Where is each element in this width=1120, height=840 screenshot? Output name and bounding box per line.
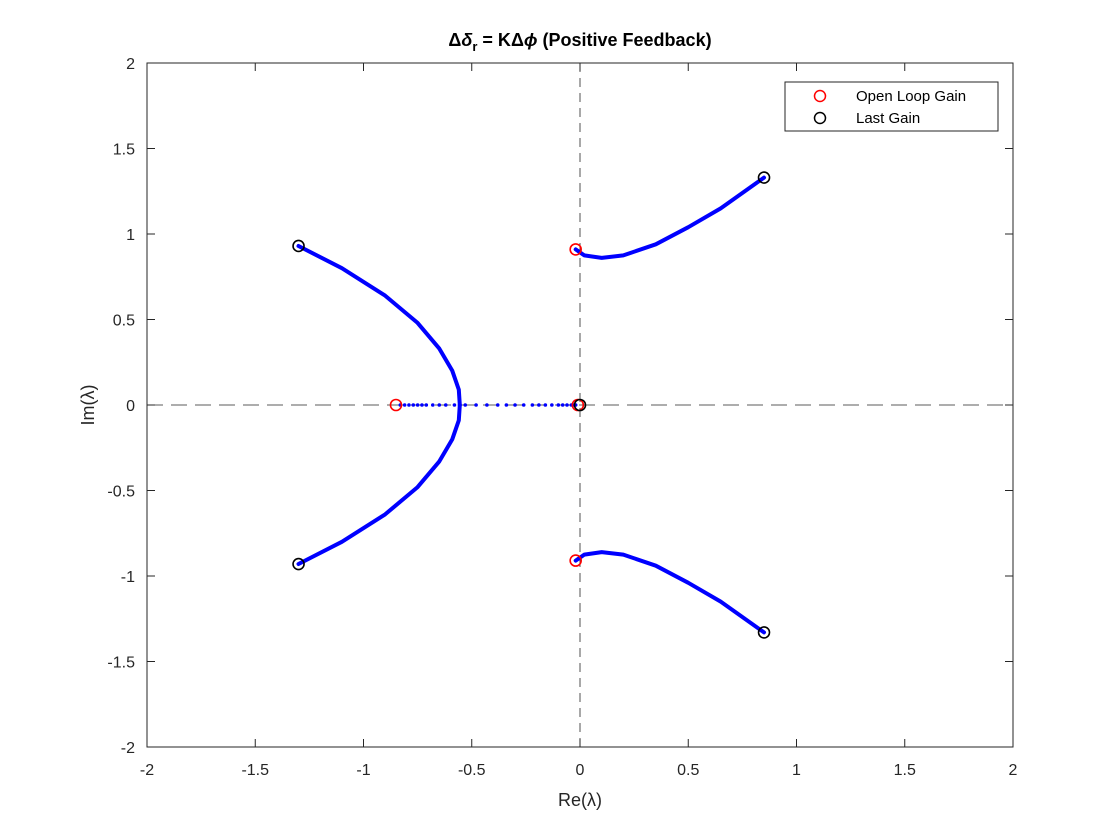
x-axis-label: Re(λ) xyxy=(558,790,602,810)
locus-point xyxy=(537,403,541,407)
locus-point xyxy=(556,403,561,407)
locus-point xyxy=(402,403,407,407)
last-gain-marker xyxy=(573,398,587,412)
locus-branch-2 xyxy=(573,175,766,260)
x-tick-label: 0 xyxy=(576,762,585,779)
locus-point xyxy=(437,403,442,407)
locus-branch-3 xyxy=(573,550,766,635)
locus-point xyxy=(565,403,569,407)
locus-point xyxy=(513,403,517,407)
axis-tick-labels: -2 -1.5 -1 -0.5 0 0.5 1 1.5 2 -2 -1.5 -1 -0.5 0 0.5 1 1.… xyxy=(107,56,1017,779)
legend-label-open-loop: Open Loop Gain xyxy=(856,88,966,105)
locus-point xyxy=(463,403,468,407)
last-gain-marker xyxy=(292,557,305,571)
y-tick-label: -0.5 xyxy=(107,484,135,501)
x-tick-label: -2 xyxy=(140,762,154,779)
chart-title: Δδr = KΔϕ (Positive Feedback) xyxy=(448,30,711,54)
locus-branch-1 xyxy=(296,403,462,566)
locus-point xyxy=(474,403,478,407)
x-tick-label: -1.5 xyxy=(241,762,269,779)
locus-point xyxy=(407,403,411,407)
last-gain-marker xyxy=(292,239,305,253)
locus-point xyxy=(443,403,448,407)
title-tail: (Positive Feedback) xyxy=(538,30,712,50)
y-tick-label: 1 xyxy=(126,227,135,244)
legend-label-last-gain: Last Gain xyxy=(856,110,920,127)
x-tick-label: -0.5 xyxy=(458,762,486,779)
locus-point xyxy=(430,403,435,407)
y-tick-label: -1 xyxy=(121,569,135,586)
locus-point xyxy=(550,403,554,407)
locus-point xyxy=(452,403,457,407)
locus-point xyxy=(521,403,526,407)
title-delta-r: δ xyxy=(461,30,473,50)
x-tick-label: -1 xyxy=(356,762,370,779)
locus-point xyxy=(504,403,509,407)
legend-marker-last-gain xyxy=(813,111,827,125)
reference-lines xyxy=(147,63,1013,747)
open-loop-gain-marker xyxy=(569,243,582,256)
legend-marker-open-loop xyxy=(813,89,827,103)
open-loop-gain-marker xyxy=(569,554,582,567)
y-axis-label: Im(λ) xyxy=(78,385,98,426)
title-subscript-r: r xyxy=(472,39,477,54)
last-gain-marker xyxy=(757,626,771,639)
locus-point xyxy=(424,403,429,407)
last-gain-marker xyxy=(757,171,771,184)
y-tick-label: -1.5 xyxy=(107,655,135,672)
x-tick-label: 1 xyxy=(792,762,801,779)
title-delta-1: Δ xyxy=(448,30,461,50)
locus-point xyxy=(411,403,416,407)
root-locus-branches xyxy=(296,175,766,635)
y-tick-label: 0 xyxy=(126,398,135,415)
locus-point xyxy=(485,403,489,407)
title-mid: = K xyxy=(477,30,511,50)
y-tick-label: 2 xyxy=(126,56,135,73)
y-tick-label: 0.5 xyxy=(113,313,135,330)
x-tick-label: 2 xyxy=(1009,762,1018,779)
locus-branch-0 xyxy=(296,244,462,407)
locus-point xyxy=(543,403,548,407)
x-tick-label: 0.5 xyxy=(677,762,699,779)
locus-point xyxy=(420,403,424,407)
legend: Open Loop Gain Last Gain xyxy=(784,81,999,132)
y-tick-label: -2 xyxy=(121,740,135,757)
locus-point xyxy=(560,403,565,407)
title-delta-2: Δ xyxy=(511,30,524,50)
x-tick-label: 1.5 xyxy=(894,762,916,779)
locus-point xyxy=(495,403,500,407)
locus-point xyxy=(415,403,420,407)
title-phi: ϕ xyxy=(524,30,538,50)
y-tick-label: 1.5 xyxy=(113,142,135,159)
locus-point xyxy=(530,403,535,407)
gain-markers xyxy=(292,171,771,639)
open-loop-gain-marker xyxy=(389,398,403,412)
